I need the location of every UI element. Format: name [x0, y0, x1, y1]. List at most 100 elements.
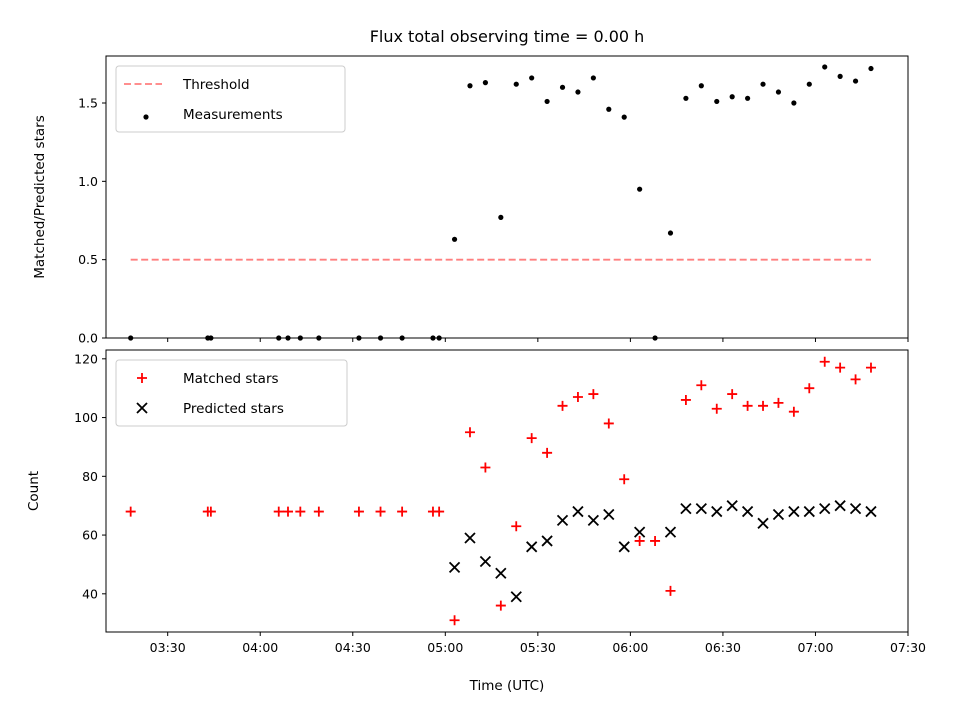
matched-point	[588, 389, 599, 400]
matched-point	[464, 427, 475, 438]
plot-frame	[105, 55, 909, 339]
y-tick-label: 0.0	[78, 331, 98, 346]
matched-point	[634, 535, 645, 546]
x-tick-label: 05:30	[520, 640, 556, 655]
measurement-point	[775, 89, 782, 95]
predicted-point	[772, 508, 785, 521]
y-tick-label: 100	[74, 410, 98, 425]
predicted-point	[556, 514, 569, 527]
matched-point	[804, 383, 815, 394]
matched-point	[397, 506, 408, 517]
matched-point	[788, 406, 799, 417]
matched-point	[819, 356, 830, 367]
matched-point	[619, 474, 630, 485]
matched-point	[665, 585, 676, 596]
predicted-point	[741, 505, 754, 518]
matched-point	[773, 397, 784, 408]
predicted-point	[587, 514, 600, 527]
y-axis-label: Matched/Predicted stars	[32, 115, 48, 278]
measurement-point	[698, 83, 704, 89]
x-tick-label: 03:30	[150, 640, 186, 655]
predicted-point	[541, 535, 553, 547]
x-tick-label: 06:30	[705, 640, 741, 655]
measurement-point	[513, 81, 519, 87]
measurement-point	[575, 89, 581, 95]
x-tick-label: 07:30	[890, 640, 926, 655]
series-predicted-stars	[448, 500, 877, 603]
measurement-point	[637, 186, 643, 192]
measurement-point	[714, 98, 720, 105]
predicted-point	[788, 505, 800, 518]
y-tick-label: 0.5	[78, 252, 98, 267]
legend-label: Matched stars	[183, 371, 279, 387]
matched-point	[835, 362, 846, 373]
matched-point	[711, 403, 722, 414]
matched-point	[650, 535, 661, 546]
chart-title: Flux total observing time = 0.00 h	[370, 27, 645, 46]
matched-point	[434, 506, 445, 517]
matched-point	[680, 394, 691, 405]
predicted-point	[464, 532, 476, 544]
predicted-point	[680, 502, 692, 515]
matched-point	[603, 418, 614, 429]
measurement-point	[451, 236, 458, 242]
predicted-point	[695, 502, 707, 515]
matched-point	[282, 506, 293, 517]
measurement-point	[498, 214, 504, 220]
measurement-point	[868, 65, 874, 72]
x-tick-label: 06:00	[612, 640, 648, 655]
predicted-point	[803, 505, 815, 518]
measurement-point	[729, 94, 735, 100]
matched-point	[850, 374, 861, 385]
y-tick-label: 60	[82, 528, 98, 543]
matched-point	[865, 362, 876, 373]
matched-point	[727, 389, 738, 400]
matched-point	[205, 506, 216, 517]
measurement-point	[806, 81, 812, 87]
measurement-point	[760, 81, 766, 87]
legend-label: Predicted stars	[183, 401, 284, 417]
predicted-point	[634, 526, 646, 538]
legend: Threshold Measurements	[115, 65, 346, 133]
y-tick-label: 120	[74, 351, 98, 366]
series-measurements	[128, 64, 874, 341]
legend-label: Threshold	[182, 77, 250, 93]
y-tick-label: 1.0	[78, 174, 98, 189]
x-axis-label: Time (UTC)	[469, 678, 545, 694]
predicted-point	[572, 505, 584, 518]
measurement-point	[852, 78, 859, 84]
measurement-point	[590, 75, 596, 81]
legend-box	[115, 65, 346, 133]
matched-point	[495, 600, 506, 611]
measurement-point	[791, 100, 797, 106]
measurement-point	[667, 230, 674, 236]
predicted-point	[819, 502, 831, 515]
matched-point	[295, 506, 306, 517]
count-panel: Count 40 60 80 100 120 03:30 04:00 04:30 05:00 05:…	[26, 349, 926, 655]
matched-point	[696, 380, 707, 391]
legend-label: Measurements	[183, 107, 283, 123]
ratio-panel: Matched/Predicted stars 0.0 0.5 1.0 1.5 Thres…	[32, 55, 909, 346]
predicted-point	[726, 500, 738, 512]
measurement-point	[467, 83, 473, 89]
y-tick-label: 80	[82, 469, 98, 484]
matched-point	[557, 400, 568, 411]
matched-point	[353, 506, 364, 517]
predicted-point	[618, 541, 630, 553]
matched-point	[125, 506, 136, 517]
predicted-point	[495, 567, 507, 579]
legend-swatch	[143, 114, 149, 120]
y-axis-label: Count	[26, 471, 42, 511]
x-tick-label: 07:00	[797, 640, 833, 655]
y-tick-label: 40	[82, 586, 98, 601]
matched-point	[542, 447, 553, 458]
x-tick-label: 05:00	[427, 640, 463, 655]
matched-point	[273, 506, 284, 517]
matched-point	[572, 392, 583, 402]
matched-point	[758, 400, 769, 411]
legend: Matched stars Predicted stars	[115, 359, 348, 427]
predicted-point	[603, 508, 615, 521]
measurement-point	[745, 95, 751, 101]
predicted-point	[757, 517, 769, 529]
matched-point	[449, 615, 460, 626]
